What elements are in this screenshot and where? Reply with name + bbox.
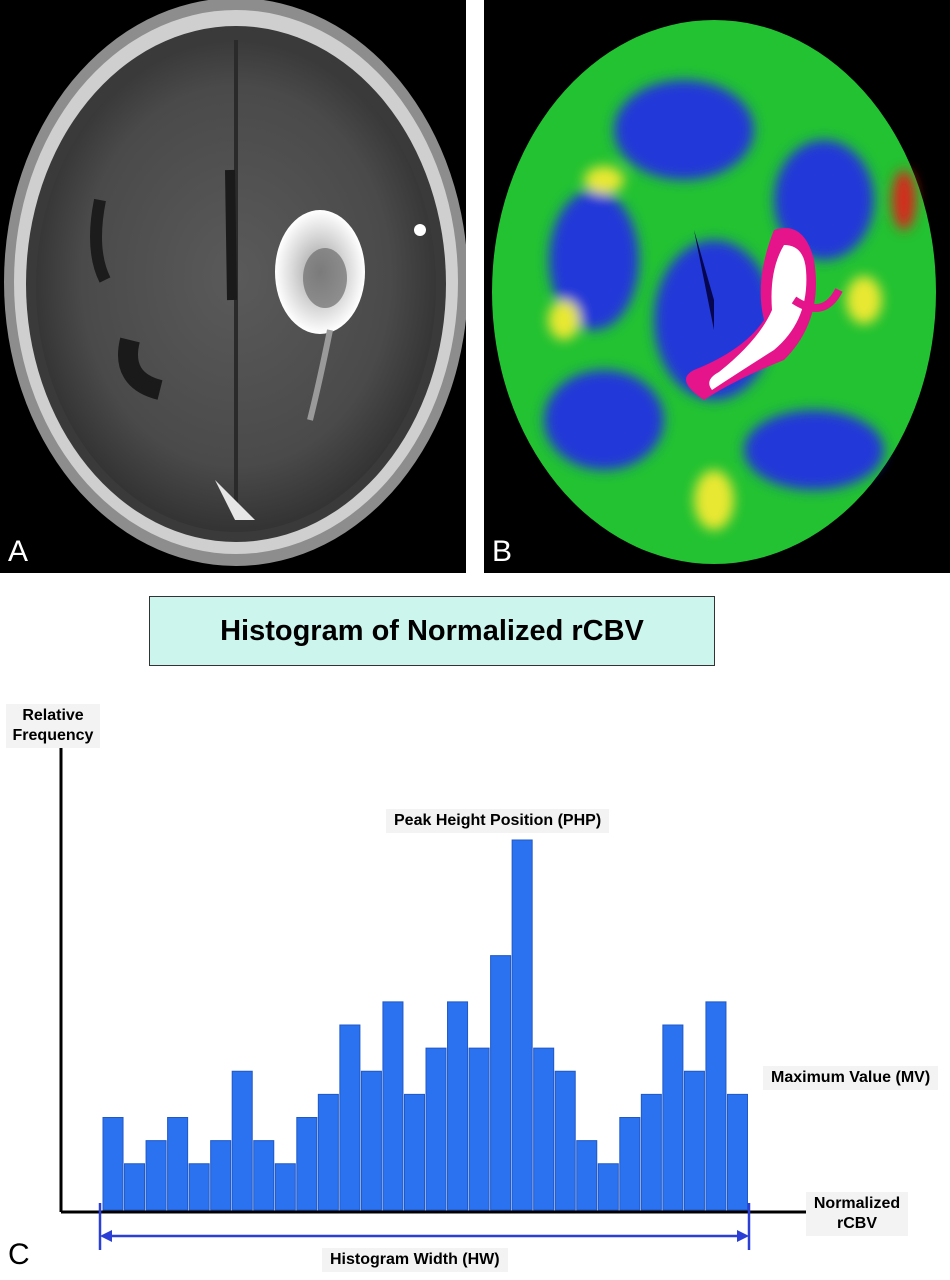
histogram-bar (662, 1024, 684, 1211)
panel-letter-c: C (8, 1238, 30, 1271)
histogram-bar (124, 1163, 146, 1211)
maximum-value-label: Maximum Value (MV) (763, 1066, 939, 1090)
histogram-bar (360, 1070, 382, 1211)
panel-letter-b: B (492, 535, 513, 568)
histogram-bar (554, 1070, 576, 1211)
rcbv-color-map (492, 20, 936, 564)
histogram-bar (640, 1093, 662, 1211)
histogram-bar (576, 1140, 598, 1211)
histogram-bar (511, 839, 533, 1211)
x-axis-label: Normalized rCBV (806, 1192, 908, 1236)
histogram-bar (339, 1024, 361, 1211)
histogram-bar (317, 1093, 339, 1211)
chart-title: Histogram of Normalized rCBV (149, 596, 715, 666)
histogram-bar (726, 1093, 748, 1211)
mri-t1-image (4, 0, 466, 566)
histogram-bar (683, 1070, 705, 1211)
panel-letter-a: A (8, 535, 29, 568)
histogram-bar (167, 1117, 189, 1211)
histogram-bar (468, 1047, 490, 1211)
histogram-width-label: Histogram Width (HW) (322, 1248, 508, 1272)
histogram-bar (533, 1047, 555, 1211)
peak-height-position-label: Peak Height Position (PHP) (386, 809, 610, 833)
y-axis-label: Relative Frequency (6, 704, 100, 748)
histogram-bar (274, 1163, 296, 1211)
histogram-bar (403, 1093, 426, 1211)
histogram-bar (145, 1140, 167, 1211)
histogram-bar (447, 1001, 469, 1211)
histogram-bar (382, 1001, 404, 1211)
histogram-bar (597, 1163, 619, 1211)
mri-panel-a: A (0, 0, 466, 573)
histogram-bar (705, 1001, 727, 1211)
histogram-bar (102, 1117, 124, 1211)
histogram-bar (296, 1117, 318, 1211)
histogram-bar (490, 955, 512, 1211)
histogram-bar (231, 1070, 253, 1211)
histogram-bar (210, 1140, 232, 1211)
histogram-bars (102, 839, 748, 1211)
mri-panel-b: B (484, 0, 950, 573)
histogram-bar (253, 1140, 275, 1211)
histogram-bar (425, 1047, 447, 1211)
histogram-width-arrow (98, 1203, 751, 1250)
histogram-bar (619, 1117, 641, 1211)
histogram-bar (188, 1163, 210, 1211)
